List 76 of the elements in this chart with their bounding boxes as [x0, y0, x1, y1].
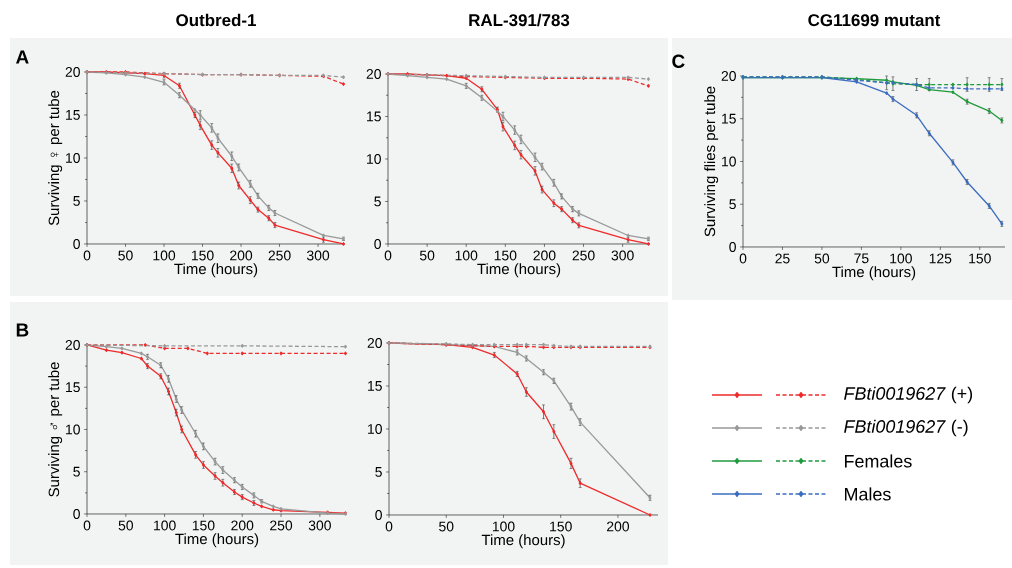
- x-tick-label: 150: [969, 253, 991, 264]
- x-tick-label: 50: [439, 521, 454, 532]
- y-tick-label: 20: [366, 69, 381, 79]
- x-tick-label: 25: [775, 253, 790, 264]
- x-tick-label: 150: [192, 520, 215, 531]
- y-axis-title: Surviving ♂ per tube: [48, 362, 63, 497]
- y-tick-label: 10: [367, 154, 381, 164]
- x-axis-title: Time (hours): [481, 534, 565, 549]
- y-tick-label: 10: [368, 424, 382, 434]
- x-tick-label: 300: [308, 520, 331, 531]
- y-tick-label: 15: [722, 113, 736, 124]
- y-axis-title: Surviving flies per tube: [704, 86, 719, 237]
- legend-label: Males: [844, 487, 891, 501]
- x-tick-label: 150: [550, 521, 572, 532]
- y-tick-label: 5: [73, 196, 80, 206]
- x-tick-label: 0: [739, 253, 747, 264]
- legend-label: FBti0019627 (+): [844, 386, 973, 404]
- x-tick-label: 50: [419, 250, 435, 261]
- y-tick-label: 15: [368, 381, 382, 391]
- x-tick-label: 50: [118, 250, 133, 261]
- x-axis-title: Time (hours): [477, 263, 561, 278]
- x-tick-label: 100: [153, 250, 176, 261]
- y-tick-label: 10: [66, 153, 80, 163]
- y-tick-label: 0: [73, 239, 80, 249]
- y-tick-label: 0: [375, 510, 382, 520]
- chart-title: CG11699 mutant: [808, 14, 941, 27]
- x-tick-label: 75: [854, 253, 869, 264]
- x-tick-label: 50: [814, 253, 830, 264]
- chart-title: RAL-391/783: [469, 13, 570, 27]
- x-tick-label: 250: [268, 250, 291, 261]
- x-tick-label: 50: [118, 520, 134, 531]
- x-tick-label: 100: [455, 250, 478, 261]
- y-tick-label: 20: [65, 67, 80, 77]
- y-tick-label: 10: [722, 156, 736, 167]
- y-tick-label: 15: [66, 110, 80, 120]
- x-axis-title: Time (hours): [175, 533, 259, 548]
- y-tick-label: 20: [367, 338, 382, 348]
- y-tick-label: 5: [729, 199, 736, 210]
- x-tick-label: 0: [83, 520, 91, 531]
- x-tick-label: 0: [385, 521, 393, 532]
- y-axis-title: Surviving ♀ per tube: [48, 90, 63, 226]
- x-tick-label: 100: [154, 520, 176, 531]
- x-tick-label: 250: [572, 250, 595, 261]
- legend-label: Females: [844, 454, 912, 468]
- legend-label: FBti0019627 (-): [844, 419, 968, 437]
- x-tick-label: 300: [611, 250, 634, 261]
- text: C: [672, 54, 685, 68]
- text: A: [16, 50, 29, 64]
- y-tick-label: 0: [729, 242, 736, 252]
- text: B: [16, 323, 29, 337]
- y-tick-label: 5: [73, 466, 80, 477]
- x-tick-label: 300: [306, 250, 330, 261]
- x-tick-label: 100: [492, 521, 515, 532]
- y-tick-label: 0: [374, 239, 381, 249]
- y-tick-label: 5: [374, 196, 381, 207]
- y-tick-label: 0: [73, 509, 80, 519]
- x-tick-label: 200: [533, 250, 556, 261]
- x-tick-label: 125: [929, 253, 952, 264]
- x-tick-label: 100: [890, 253, 912, 264]
- y-tick-label: 10: [66, 424, 80, 435]
- y-tick-label: 15: [66, 382, 80, 393]
- x-axis-title: Time (hours): [174, 263, 258, 278]
- y-tick-label: 5: [375, 467, 382, 477]
- x-tick-label: 0: [83, 250, 91, 261]
- x-tick-label: 250: [270, 520, 293, 531]
- y-tick-label: 20: [721, 71, 736, 81]
- x-axis-title: Time (hours): [832, 266, 916, 281]
- x-tick-label: 200: [607, 521, 630, 532]
- x-tick-label: 200: [230, 250, 253, 261]
- x-tick-label: 200: [231, 520, 254, 531]
- x-tick-label: 150: [494, 250, 517, 261]
- y-tick-label: 15: [367, 111, 381, 122]
- y-tick-label: 20: [65, 340, 80, 350]
- chart-title: Outbred-1: [176, 13, 257, 27]
- x-tick-label: 0: [384, 250, 392, 261]
- x-tick-label: 150: [191, 250, 214, 261]
